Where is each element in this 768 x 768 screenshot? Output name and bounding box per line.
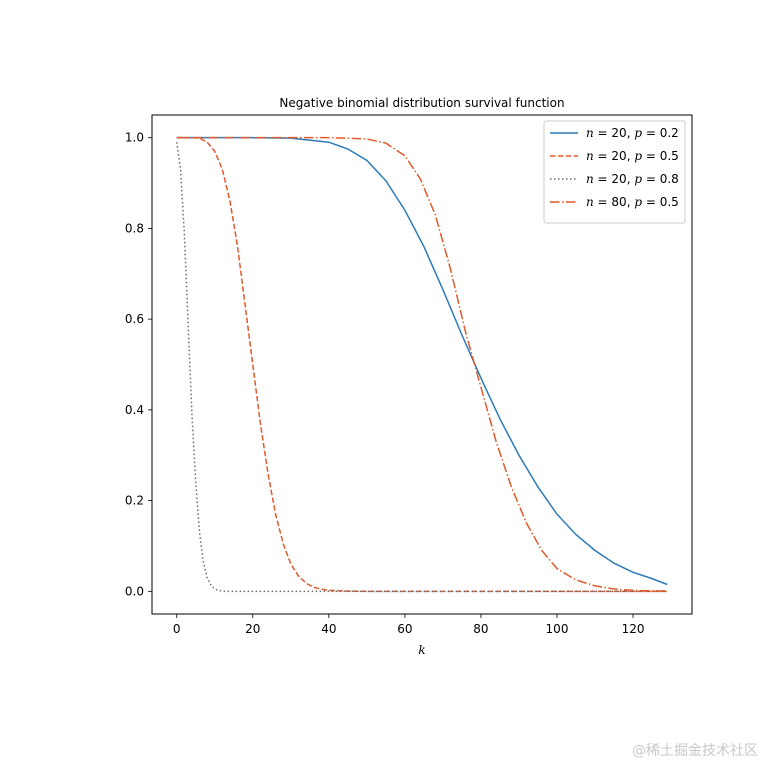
- y-tick-label: 0.0: [125, 584, 144, 598]
- x-tick-label: 120: [622, 622, 645, 636]
- legend-box: [543, 120, 686, 224]
- x-tick-label: 80: [473, 622, 488, 636]
- y-tick-label: 0.2: [125, 494, 144, 508]
- watermark: @稀土掘金技术社区: [632, 743, 758, 759]
- x-tick-label: 0: [173, 622, 181, 636]
- x-tick-label: 60: [397, 622, 412, 636]
- y-tick-label: 0.8: [125, 221, 144, 235]
- legend-entry: n = 20, p = 0.2: [586, 126, 679, 140]
- series-line-1: [176, 136, 668, 586]
- y-tick-label: 0.4: [125, 403, 144, 417]
- legend: n = 20, p = 0.2 n = 20, p = 0.5 n = 20, p …: [543, 120, 686, 224]
- x-axis-label: k: [418, 643, 425, 657]
- x-tick-label: 40: [321, 622, 336, 636]
- x-tick-label: 20: [245, 622, 260, 636]
- x-tick-label: 100: [546, 622, 569, 636]
- chart-title: Negative binomial distribution survival …: [279, 96, 564, 110]
- plot-frame: [151, 114, 693, 615]
- legend-entry: n = 20, p = 0.8: [586, 172, 679, 186]
- series-line-4: [176, 136, 668, 592]
- ticks-layer: 0 20 40 60 80 100 120 0.0 0.2 0.4 0.6 0.8 1.0: [125, 131, 645, 636]
- series-line-3: [175, 142, 668, 593]
- series-layer: [175, 136, 668, 593]
- legend-entry: n = 20, p = 0.5: [586, 149, 679, 163]
- y-tick-label: 0.6: [125, 312, 144, 326]
- legend-entry: n = 80, p = 0.5: [586, 195, 679, 209]
- y-tick-label: 1.0: [125, 131, 144, 145]
